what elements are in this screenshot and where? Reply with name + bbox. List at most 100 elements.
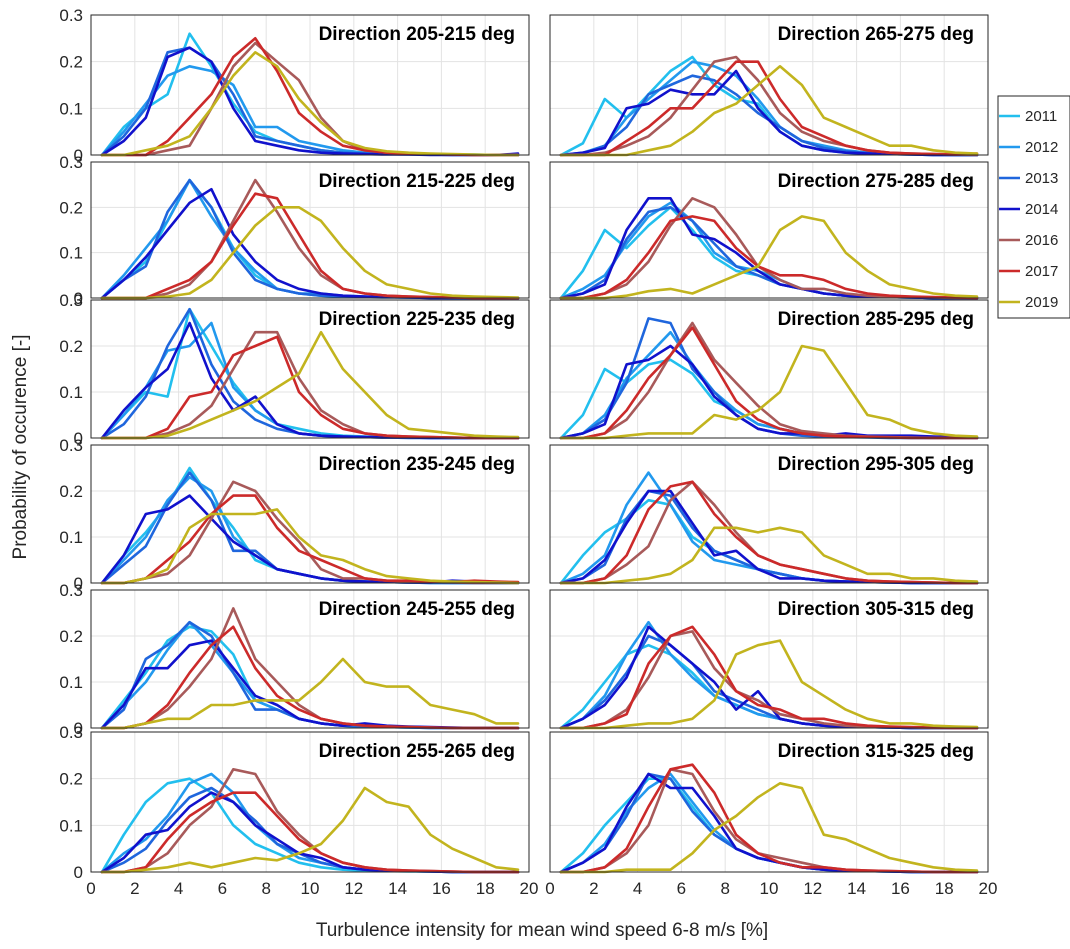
x-tick-label: 4 [633, 879, 642, 898]
axes-box [549, 731, 989, 873]
y-tick-label: 0.2 [59, 627, 83, 646]
x-tick-label: 8 [261, 879, 270, 898]
x-tick-label: 12 [803, 879, 822, 898]
y-tick-label: 0.2 [59, 482, 83, 501]
axes-box [90, 299, 530, 439]
series-line-2019 [100, 330, 520, 440]
y-tick-label: 0.1 [59, 99, 83, 118]
panel-title: Direction 205-215 deg [319, 24, 515, 45]
legend-label-2016: 2016 [1025, 232, 1058, 249]
legend-label-2011: 2011 [1025, 108, 1057, 125]
x-tick-label: 12 [344, 879, 363, 898]
y-tick-label: 0.3 [59, 291, 83, 310]
panel-direction-275-285-deg: Direction 275-285 deg [549, 161, 989, 300]
y-tick-label: 0.1 [59, 528, 83, 547]
panels-group: 0 0.1 0.2 0.3 Direction 205-215 deg Direction… [59, 6, 997, 898]
y-tick-label: 0.1 [59, 673, 83, 692]
x-tick-label: 6 [677, 879, 686, 898]
axes-box [549, 589, 989, 729]
y-tick-label: 0 [74, 574, 83, 593]
legend-label-2014: 2014 [1025, 201, 1058, 218]
y-tick-label: 0 [74, 289, 83, 308]
panel-direction-205-215-deg: 0 0.1 0.2 0.3 Direction 205-215 deg [59, 6, 530, 165]
panel-direction-295-305-deg: Direction 295-305 deg [549, 444, 989, 585]
legend-label-2013: 2013 [1025, 170, 1058, 187]
y-tick-label: 0.1 [59, 816, 83, 835]
panel-direction-215-225-deg: 0 0.1 0.2 0.3 Direction 215-225 deg [59, 153, 530, 308]
panel-title: Direction 315-325 deg [778, 741, 974, 762]
panel-title: Direction 275-285 deg [778, 171, 974, 192]
y-tick-label: 0.3 [59, 436, 83, 455]
series-line-2019 [559, 781, 979, 874]
y-tick-label: 0.3 [59, 723, 83, 742]
series-line-2017 [559, 763, 979, 874]
series-line-2019 [100, 786, 520, 874]
legend-label-2017: 2017 [1025, 263, 1058, 280]
axes-box [90, 444, 530, 584]
panel-direction-235-245-deg: 0 0.1 0.2 0.3 Direction 235-245 deg [59, 436, 530, 593]
x-tick-label: 10 [301, 879, 320, 898]
axes-box [90, 731, 530, 873]
axes-box [549, 444, 989, 584]
series-line-2017 [100, 192, 520, 300]
x-tick-label: 6 [218, 879, 227, 898]
panel-title: Direction 295-305 deg [778, 454, 974, 475]
y-tick-label: 0.1 [59, 383, 83, 402]
series-line-2014 [559, 344, 979, 440]
panel-title: Direction 225-235 deg [319, 309, 515, 330]
x-tick-label: 2 [130, 879, 139, 898]
series-line-2019 [100, 508, 520, 585]
x-tick-label: 8 [720, 879, 729, 898]
y-tick-label: 0.2 [59, 53, 83, 72]
x-tick-label: 20 [979, 879, 998, 898]
axes-box [90, 14, 530, 156]
panel-title: Direction 245-255 deg [319, 599, 515, 620]
axes-box [549, 299, 989, 439]
series-line-2017 [100, 791, 520, 874]
series-line-2019 [100, 50, 520, 157]
series-line-2019 [559, 639, 979, 730]
panel-title: Direction 305-315 deg [778, 599, 974, 620]
panel-direction-265-275-deg: Direction 265-275 deg [549, 14, 989, 157]
y-tick-label: 0.2 [59, 337, 83, 356]
y-tick-label: 0.3 [59, 6, 83, 25]
panel-direction-285-295-deg: Direction 285-295 deg [549, 299, 989, 440]
panel-title: Direction 255-265 deg [319, 741, 515, 762]
series-line-2019 [559, 526, 979, 585]
x-tick-label: 14 [388, 879, 407, 898]
y-tick-label: 0.2 [59, 198, 83, 217]
axes-box [90, 161, 530, 299]
x-tick-label: 2 [589, 879, 598, 898]
x-tick-label: 0 [86, 879, 95, 898]
y-tick-label: 0.3 [59, 153, 83, 172]
x-tick-label: 18 [935, 879, 954, 898]
panel-direction-255-265-deg: 0 0.1 0.2 0.3 0 2 4 6 8 10 12 14 16 18 20 Direction 255… [59, 723, 538, 898]
series-line-2019 [100, 206, 520, 300]
legend: 2011 2012 2013 2014 2016 2017 2019 [997, 95, 1070, 319]
series-line-2017 [100, 335, 520, 440]
panel-title: Direction 235-245 deg [319, 454, 515, 475]
panel-direction-245-255-deg: 0 0.1 0.2 0.3 Direction 245-255 deg [59, 581, 530, 738]
x-tick-label: 16 [432, 879, 451, 898]
x-tick-label: 20 [520, 879, 539, 898]
series-line-2017 [559, 625, 979, 730]
y-tick-label: 0 [74, 719, 83, 738]
panel-direction-315-325-deg: 0 2 4 6 8 10 12 14 16 18 20 Direction 315-325 deg [545, 731, 998, 898]
series-line-2019 [559, 65, 979, 157]
y-tick-label: 0.2 [59, 770, 83, 789]
x-tick-label: 0 [545, 879, 554, 898]
legend-label-2019: 2019 [1025, 294, 1058, 311]
series-line-2017 [559, 215, 979, 300]
y-tick-label: 0 [74, 429, 83, 448]
y-tick-label: 0.3 [59, 581, 83, 600]
panel-title: Direction 265-275 deg [778, 24, 974, 45]
y-tick-label: 0 [74, 146, 83, 165]
panel-direction-225-235-deg: 0 0.1 0.2 0.3 Direction 225-235 deg [59, 291, 530, 448]
axes-box [549, 161, 989, 299]
x-tick-label: 16 [891, 879, 910, 898]
series-line-2017 [559, 60, 979, 157]
x-tick-label: 4 [174, 879, 183, 898]
axes-box [549, 14, 989, 156]
y-axis-label: Probability of occurence [-] [10, 335, 31, 560]
